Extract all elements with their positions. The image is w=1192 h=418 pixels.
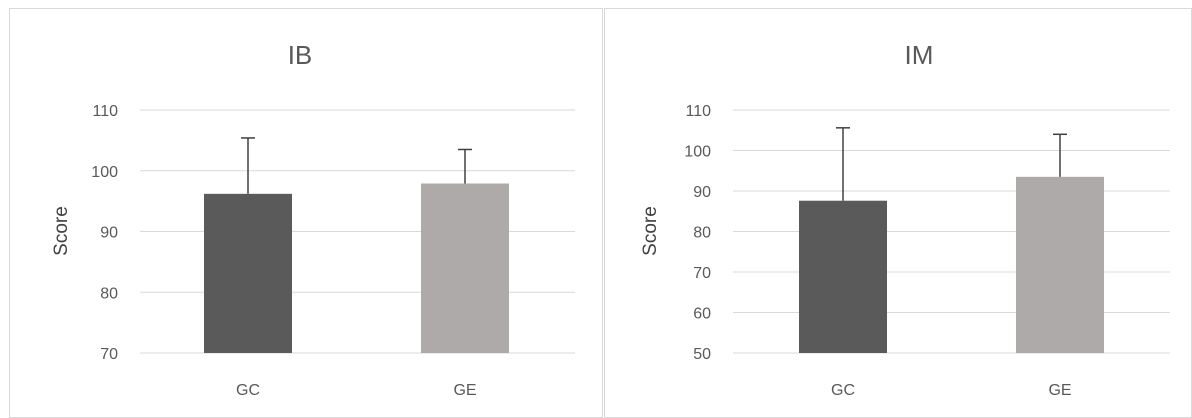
chart-panel-im: IM 50 60 70 80 90 100 110 Score GC GE bbox=[604, 8, 1192, 418]
y-tick-label: 110 bbox=[92, 103, 118, 120]
y-axis-label: Score bbox=[640, 206, 661, 256]
chart-panel-ib: IB 70 80 90 100 110 Score GC GE bbox=[9, 8, 603, 418]
x-category-label: GE bbox=[1048, 382, 1071, 399]
y-tick-label: 100 bbox=[91, 164, 118, 181]
y-tick-label: 110 bbox=[685, 103, 711, 120]
y-tick-label: 50 bbox=[693, 346, 711, 363]
y-axis-label: Score bbox=[51, 206, 72, 256]
chart-title: IB bbox=[288, 40, 313, 70]
chart-im: IM 50 60 70 80 90 100 110 Score GC GE bbox=[640, 40, 1170, 399]
y-tick-label: 90 bbox=[693, 184, 711, 201]
x-category-label: GC bbox=[236, 382, 260, 399]
y-tick-label: 80 bbox=[100, 285, 118, 302]
bar-gc bbox=[204, 193, 292, 353]
y-tick-label: 70 bbox=[100, 346, 118, 363]
y-tick-label: 80 bbox=[693, 225, 711, 242]
bar-ge bbox=[1016, 176, 1104, 353]
y-tick-label: 100 bbox=[684, 144, 711, 161]
y-tick-label: 60 bbox=[693, 306, 711, 323]
y-tick-label: 90 bbox=[100, 225, 118, 242]
chart-ib: IB 70 80 90 100 110 Score GC GE bbox=[51, 40, 575, 399]
bar-ge bbox=[421, 183, 509, 353]
x-category-label: GE bbox=[453, 382, 476, 399]
bar-gc bbox=[799, 200, 887, 353]
x-category-label: GC bbox=[831, 382, 855, 399]
chart-title: IM bbox=[905, 40, 934, 70]
y-tick-label: 70 bbox=[693, 265, 711, 282]
